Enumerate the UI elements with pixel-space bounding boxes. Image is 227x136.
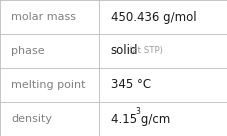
Text: 345 °C: 345 °C xyxy=(110,78,150,92)
Text: melting point: melting point xyxy=(11,80,86,90)
Text: 3: 3 xyxy=(134,107,139,116)
Text: phase: phase xyxy=(11,46,45,56)
Text: solid: solid xyxy=(110,44,138,58)
Text: molar mass: molar mass xyxy=(11,12,76,22)
Text: density: density xyxy=(11,114,52,124)
Text: 450.436 g/mol: 450.436 g/mol xyxy=(110,10,195,24)
Text: 4.15 g/cm: 4.15 g/cm xyxy=(110,112,169,126)
Text: (at STP): (at STP) xyxy=(128,47,162,55)
